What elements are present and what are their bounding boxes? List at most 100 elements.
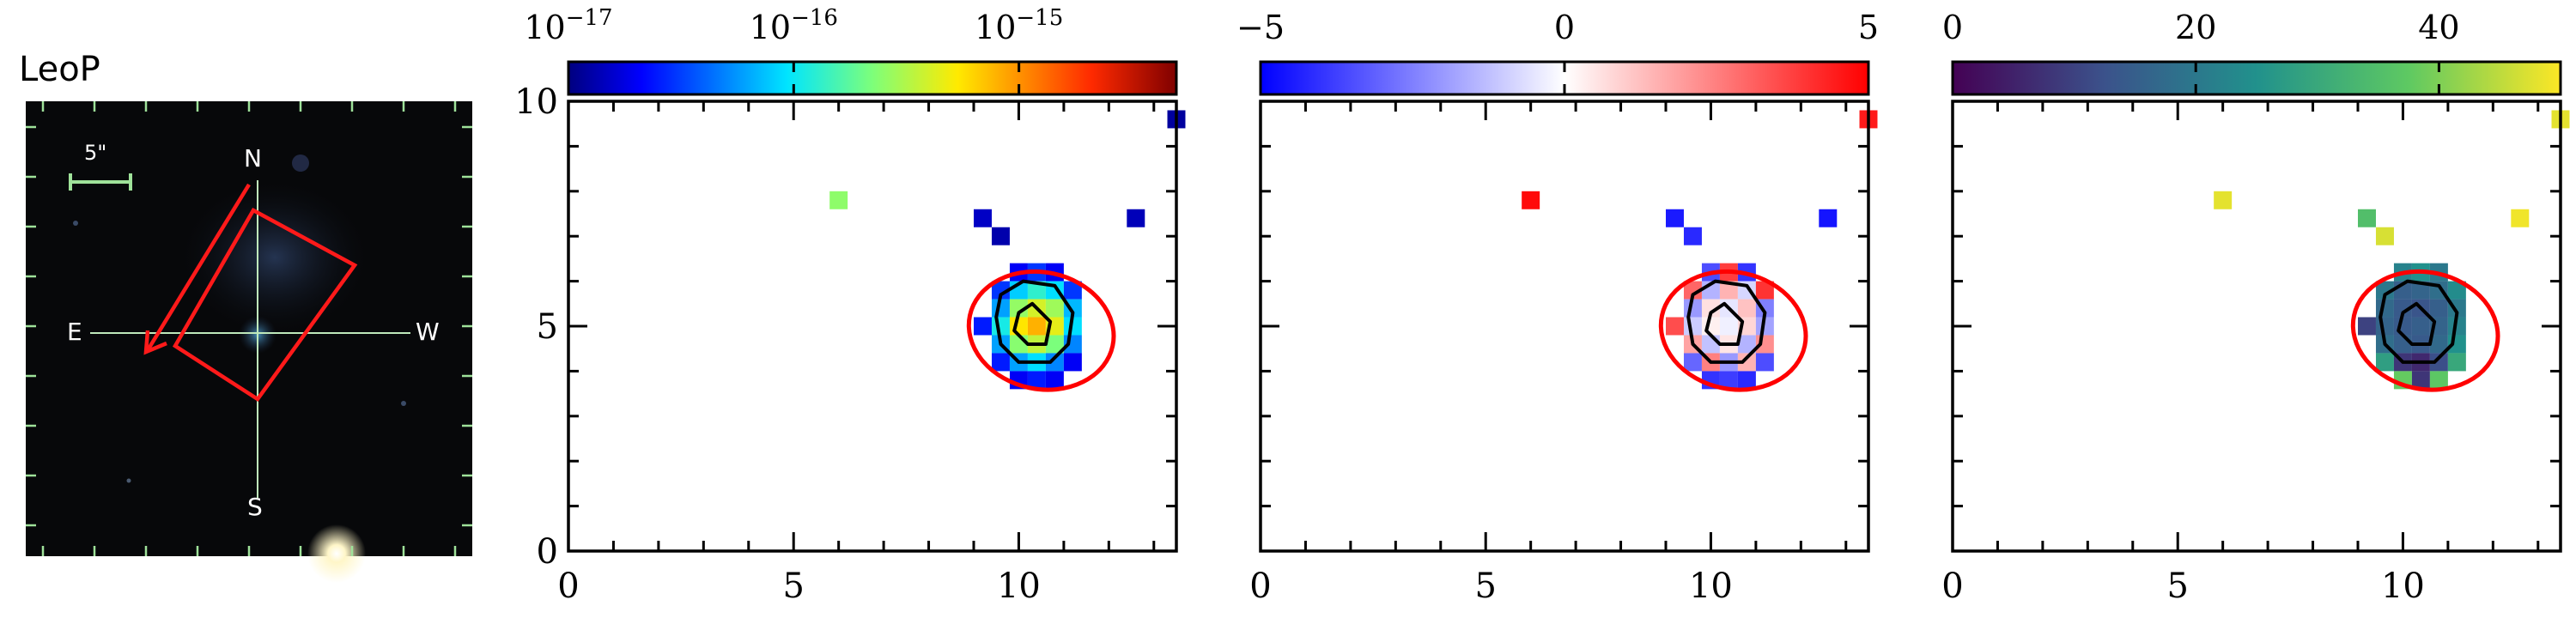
aperture-ellipse bbox=[1658, 269, 1808, 392]
heatmap-pixel bbox=[1701, 335, 1720, 354]
colorbar bbox=[1951, 60, 2562, 96]
heatmap-pixel bbox=[2393, 299, 2412, 318]
sky-image: N S E W 5" bbox=[26, 101, 472, 583]
y-tick-label: 10 bbox=[514, 82, 558, 122]
heatmap-pixel bbox=[2429, 353, 2448, 372]
heatmap-pixel bbox=[991, 353, 1010, 372]
heatmap-pixel bbox=[1063, 317, 1082, 336]
x-tick-label: 0 bbox=[557, 566, 579, 606]
heatmap-pixel bbox=[1737, 371, 1756, 390]
image-frame-ticks bbox=[26, 101, 472, 556]
contour-line bbox=[1686, 279, 1767, 364]
heatmap-pixel bbox=[1737, 299, 1756, 318]
contour-line bbox=[2397, 301, 2437, 346]
heatmap-pixel bbox=[2393, 317, 2412, 336]
heatmap-pixel bbox=[1127, 209, 1145, 227]
axes-frame bbox=[567, 100, 1178, 553]
heatmap-pixel bbox=[2375, 317, 2394, 336]
heatmap-pixel bbox=[1027, 371, 1046, 390]
contour-line bbox=[994, 279, 1075, 364]
heatmap-pixel bbox=[991, 317, 1010, 336]
heatmap-pixel bbox=[1009, 299, 1028, 318]
faint-star bbox=[126, 478, 131, 483]
heatmap-pixel bbox=[1819, 209, 1838, 227]
heatmap-pixel bbox=[2375, 353, 2394, 372]
heatmap-pixel bbox=[1027, 317, 1046, 336]
heatmap-pixel bbox=[1666, 317, 1684, 336]
heatmap-pixel bbox=[991, 281, 1010, 300]
heatmap-pixel bbox=[1737, 335, 1756, 354]
colorbar-tick-label: 20 bbox=[2175, 9, 2216, 46]
heatmap-pixel bbox=[2429, 371, 2448, 390]
heatmap-pixel bbox=[1737, 353, 1756, 372]
x-tick-label: 5 bbox=[2166, 566, 2188, 606]
heatmap-pixel bbox=[1701, 317, 1720, 336]
heatmap-pixel bbox=[1063, 353, 1082, 372]
faint-source bbox=[292, 154, 309, 172]
colorbar-tick-label: 0 bbox=[1554, 9, 1575, 46]
axes-frame bbox=[1951, 100, 2562, 553]
heatmap-pixel bbox=[1045, 371, 1064, 390]
heatmap-pixel bbox=[2375, 281, 2394, 300]
colorbar-tick-label: 10−16 bbox=[750, 5, 838, 46]
heatmap-pixel bbox=[1755, 317, 1774, 336]
x-tick-label: 0 bbox=[1941, 566, 1963, 606]
faint-star bbox=[73, 221, 78, 226]
heatmap-pixel bbox=[1719, 317, 1738, 336]
heatmap-pixel bbox=[1009, 317, 1028, 336]
panel-title: LeoP bbox=[19, 50, 100, 89]
heatmap-pixel bbox=[829, 191, 848, 209]
scale-bar-label: 5" bbox=[84, 141, 106, 165]
colorbar-tick-label: 0 bbox=[1942, 9, 1963, 46]
heatmap-pixel bbox=[2358, 317, 2376, 336]
compass-west: W bbox=[416, 318, 440, 346]
chart-panel-3: 0 20 40 0 5 10 bbox=[1941, 9, 2570, 606]
colorbar-tick-label: −5 bbox=[1236, 9, 1285, 46]
heatmap-pixel bbox=[974, 317, 992, 336]
heatmap-pixel bbox=[2447, 353, 2466, 372]
colorbar-tick-label: 10−17 bbox=[524, 5, 612, 46]
heatmap-pixel bbox=[2375, 227, 2394, 245]
heatmap-pixel bbox=[2511, 209, 2530, 227]
heatmap-pixel bbox=[2411, 281, 2430, 300]
contour-line bbox=[1012, 301, 1053, 346]
axes-frame bbox=[1259, 100, 1870, 553]
heatmap-pixel bbox=[1683, 227, 1702, 245]
chart-panel-2: −5 0 5 0 5 10 bbox=[1236, 9, 1879, 606]
heatmap-pixel bbox=[1683, 317, 1702, 336]
x-tick-label: 10 bbox=[1689, 566, 1733, 606]
heatmap-pixel bbox=[2429, 299, 2448, 318]
colorbar-tick-label: 40 bbox=[2418, 9, 2459, 46]
y-tick-label: 0 bbox=[537, 532, 558, 572]
scale-bar bbox=[69, 173, 132, 191]
heatmap-pixel bbox=[2358, 209, 2376, 227]
heatmap-pixel bbox=[1755, 353, 1774, 372]
heatmap-pixel bbox=[1045, 335, 1064, 354]
x-tick-label: 5 bbox=[782, 566, 804, 606]
slit-arrow-head bbox=[143, 330, 167, 355]
compass-south: S bbox=[247, 493, 263, 521]
x-tick-label: 10 bbox=[2381, 566, 2425, 606]
heatmap-pixel bbox=[2214, 191, 2233, 209]
heatmap-pixel bbox=[1522, 191, 1540, 209]
heatmap-pixel bbox=[1666, 209, 1684, 227]
heatmap-pixel bbox=[1755, 281, 1774, 300]
heatmap-pixel bbox=[1719, 371, 1738, 390]
heatmap-pixel bbox=[991, 227, 1010, 245]
x-tick-label: 5 bbox=[1474, 566, 1496, 606]
heatmap-pixel bbox=[2429, 335, 2448, 354]
aperture-ellipse bbox=[966, 269, 1116, 392]
slit-box bbox=[172, 207, 358, 403]
y-tick-label: 5 bbox=[537, 307, 558, 347]
colorbar-tick-label: 5 bbox=[1858, 9, 1879, 46]
heatmap-pixel bbox=[2393, 335, 2412, 354]
chart-panel-1: 10−17 10−16 10−15 0 5 10 0 5 10 bbox=[514, 5, 1186, 606]
heatmap-pixel bbox=[2447, 317, 2466, 336]
heatmap-pixel bbox=[1045, 299, 1064, 318]
contour-line bbox=[2379, 279, 2459, 364]
x-tick-label: 10 bbox=[997, 566, 1041, 606]
heatmap-pixel bbox=[2411, 371, 2430, 390]
contour-line bbox=[1704, 301, 1745, 346]
faint-star bbox=[401, 401, 406, 406]
heatmap-pixel bbox=[2411, 317, 2430, 336]
